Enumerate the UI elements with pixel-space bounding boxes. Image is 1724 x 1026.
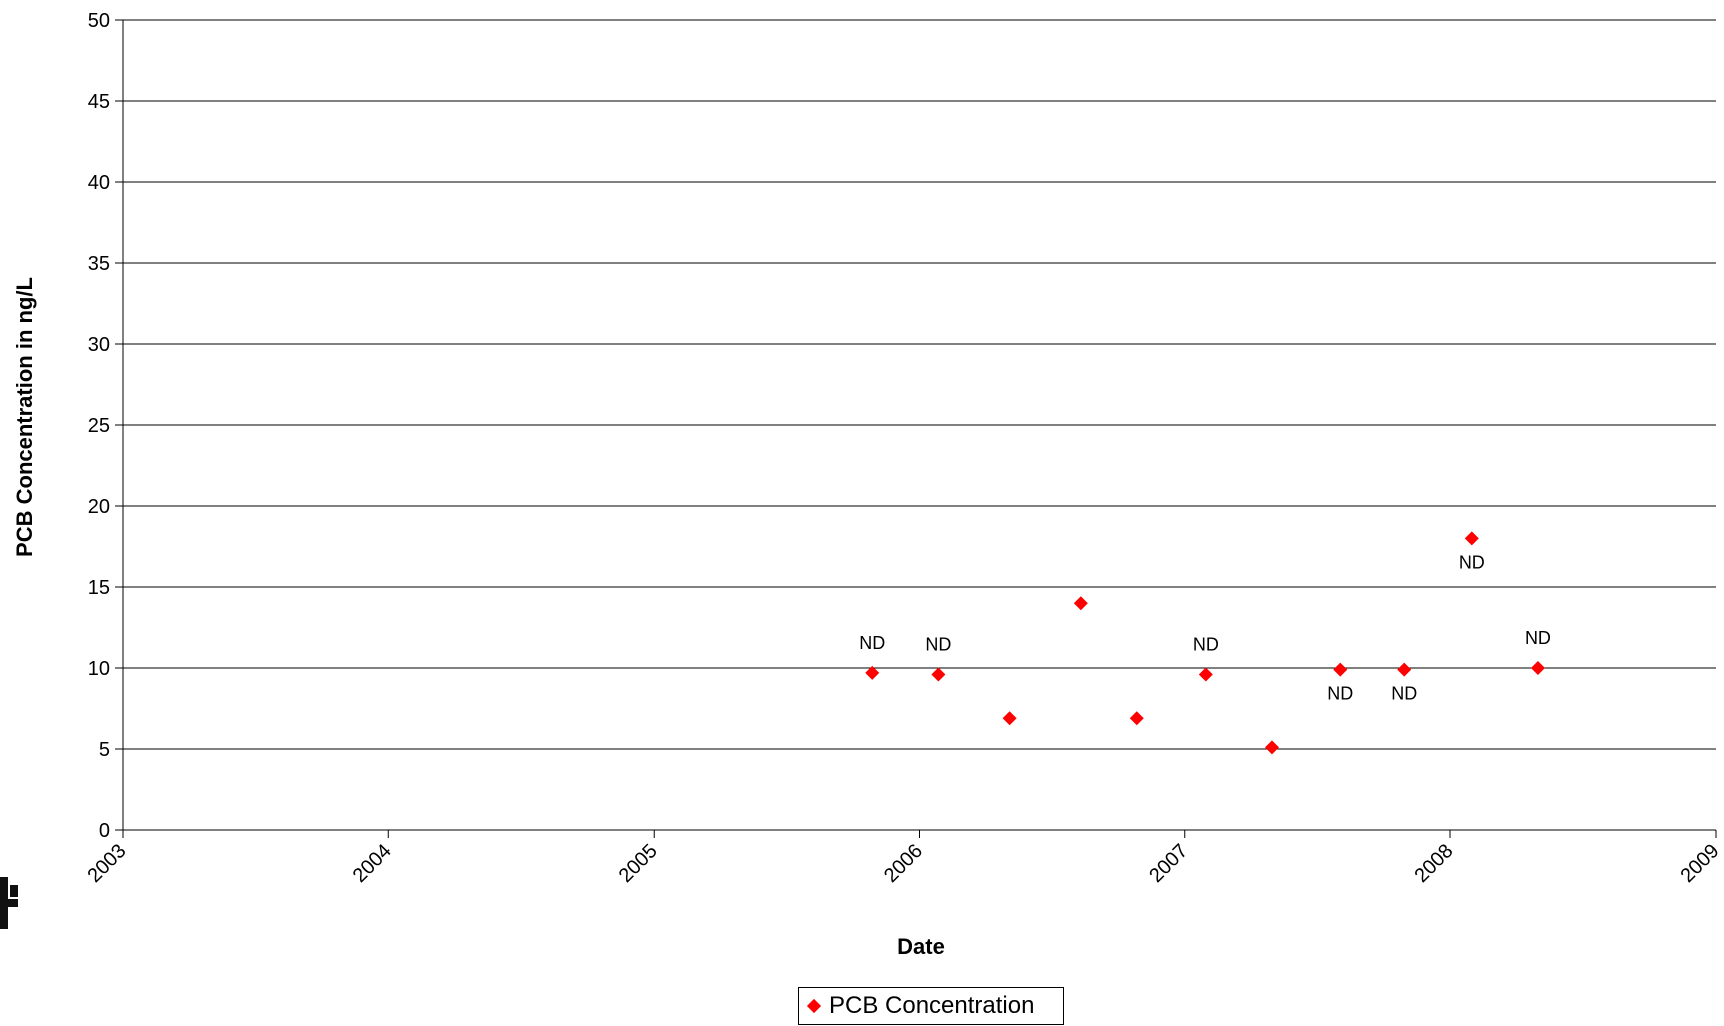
x-tick-label: 2006 xyxy=(880,840,927,887)
x-axis-title: Date xyxy=(897,934,945,959)
data-points xyxy=(865,531,1545,755)
y-tick-label: 50 xyxy=(88,10,110,32)
data-labels: ND ND ND ND ND ND ND xyxy=(859,552,1551,703)
y-tick-label: 40 xyxy=(88,172,110,194)
x-tick-label: 2004 xyxy=(349,840,396,887)
y-tick-label: 0 xyxy=(99,820,110,842)
y-tick-label: 45 xyxy=(88,91,110,113)
data-label: ND xyxy=(1327,684,1353,704)
y-tick-labels: 0 5 10 15 20 25 30 35 40 45 50 xyxy=(88,10,110,842)
y-tick-label: 20 xyxy=(88,496,110,518)
data-point xyxy=(1198,667,1213,682)
data-point xyxy=(1333,662,1348,677)
gridlines xyxy=(123,19,1716,750)
data-point xyxy=(1073,596,1088,611)
x-tick-label: 2003 xyxy=(84,840,131,887)
data-point xyxy=(1397,662,1412,677)
data-point xyxy=(1002,711,1017,726)
y-tick-label: 10 xyxy=(88,658,110,680)
corner-logo-icon xyxy=(0,877,18,929)
data-point xyxy=(1129,711,1144,726)
x-tick-label: 2007 xyxy=(1145,840,1192,887)
data-point xyxy=(865,665,880,680)
y-axis-title: PCB Concentration in ng/L xyxy=(12,277,37,557)
data-point xyxy=(1530,661,1545,675)
data-label: ND xyxy=(859,633,885,653)
data-point xyxy=(1464,531,1479,546)
y-tick-label: 35 xyxy=(88,253,110,275)
data-label: ND xyxy=(1391,684,1417,704)
y-tick-label: 5 xyxy=(99,739,110,761)
legend-diamond-icon xyxy=(806,998,822,1014)
data-label: ND xyxy=(1193,634,1219,654)
data-label: ND xyxy=(925,634,951,654)
x-tick-label: 2005 xyxy=(615,840,662,887)
axes xyxy=(115,19,1717,838)
data-label: ND xyxy=(1459,552,1485,572)
data-point xyxy=(1264,740,1279,755)
y-tick-label: 30 xyxy=(88,334,110,356)
x-tick-label: 2008 xyxy=(1411,840,1458,887)
data-label: ND xyxy=(1525,628,1551,648)
x-tick-label: 2009 xyxy=(1677,840,1724,887)
data-point xyxy=(931,667,946,682)
legend-label: PCB Concentration xyxy=(829,992,1035,1019)
x-tick-labels: 2003 2004 2005 2006 2007 2008 2009 xyxy=(84,840,1724,887)
y-tick-label: 25 xyxy=(88,415,110,437)
y-tick-label: 15 xyxy=(88,577,110,599)
legend: PCB Concentration xyxy=(798,987,1064,1025)
